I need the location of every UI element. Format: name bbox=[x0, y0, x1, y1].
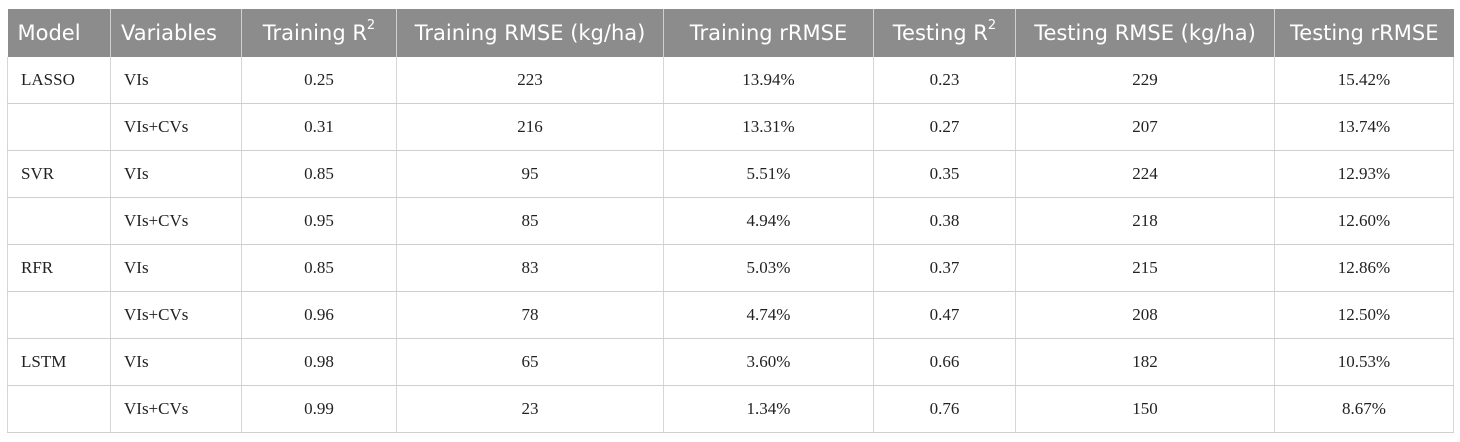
cell-training-r2: 0.95 bbox=[241, 197, 397, 245]
cell-training-rmse: 78 bbox=[396, 291, 664, 339]
table-row: RFR VIs 0.85 83 5.03% 0.37 215 12.86% bbox=[7, 244, 1454, 292]
table-row: VIs+CVs 0.95 85 4.94% 0.38 218 12.60% bbox=[7, 197, 1454, 245]
cell-training-r2: 0.96 bbox=[241, 291, 397, 339]
cell-training-rmse: 65 bbox=[396, 338, 664, 386]
header-training-rmse: Training RMSE (kg/ha) bbox=[396, 9, 664, 57]
cell-testing-rmse: 224 bbox=[1015, 150, 1275, 198]
cell-variables: VIs+CVs bbox=[110, 291, 242, 339]
table-row: VIs+CVs 0.31 216 13.31% 0.27 207 13.74% bbox=[7, 103, 1454, 151]
cell-model: SVR bbox=[7, 150, 111, 198]
cell-training-rrmse: 4.94% bbox=[663, 197, 874, 245]
cell-training-r2: 0.25 bbox=[241, 57, 397, 104]
cell-variables: VIs+CVs bbox=[110, 103, 242, 151]
cell-variables: VIs+CVs bbox=[110, 197, 242, 245]
cell-training-rmse: 85 bbox=[396, 197, 664, 245]
cell-training-rmse: 83 bbox=[396, 244, 664, 292]
table-row: LSTM VIs 0.98 65 3.60% 0.66 182 10.53% bbox=[7, 338, 1454, 386]
cell-training-rrmse: 5.03% bbox=[663, 244, 874, 292]
table-row: VIs+CVs 0.96 78 4.74% 0.47 208 12.50% bbox=[7, 291, 1454, 339]
header-model: Model bbox=[7, 9, 111, 57]
cell-testing-r2: 0.37 bbox=[873, 244, 1016, 292]
model-performance-table: Model Variables Training R2 Training RMS… bbox=[7, 9, 1454, 433]
cell-training-rmse: 95 bbox=[396, 150, 664, 198]
cell-testing-rrmse: 13.74% bbox=[1274, 103, 1454, 151]
table-row: SVR VIs 0.85 95 5.51% 0.35 224 12.93% bbox=[7, 150, 1454, 198]
cell-testing-r2: 0.35 bbox=[873, 150, 1016, 198]
cell-testing-r2: 0.27 bbox=[873, 103, 1016, 151]
header-training-r2: Training R2 bbox=[241, 9, 397, 57]
header-testing-r2-superscript: 2 bbox=[987, 18, 997, 33]
cell-variables: VIs bbox=[110, 338, 242, 386]
header-testing-rrmse: Testing rRMSE bbox=[1274, 9, 1454, 57]
cell-testing-rrmse: 10.53% bbox=[1274, 338, 1454, 386]
cell-training-rrmse: 13.94% bbox=[663, 57, 874, 104]
cell-model bbox=[7, 291, 111, 339]
cell-testing-r2: 0.76 bbox=[873, 385, 1016, 433]
cell-testing-rmse: 207 bbox=[1015, 103, 1275, 151]
cell-testing-rmse: 182 bbox=[1015, 338, 1275, 386]
cell-testing-rrmse: 12.93% bbox=[1274, 150, 1454, 198]
cell-testing-r2: 0.47 bbox=[873, 291, 1016, 339]
cell-model: LSTM bbox=[7, 338, 111, 386]
cell-variables: VIs+CVs bbox=[110, 385, 242, 433]
cell-model bbox=[7, 385, 111, 433]
cell-testing-r2: 0.66 bbox=[873, 338, 1016, 386]
cell-training-r2: 0.85 bbox=[241, 244, 397, 292]
cell-variables: VIs bbox=[110, 244, 242, 292]
cell-training-rrmse: 1.34% bbox=[663, 385, 874, 433]
cell-training-r2: 0.99 bbox=[241, 385, 397, 433]
cell-model: RFR bbox=[7, 244, 111, 292]
cell-testing-rrmse: 15.42% bbox=[1274, 57, 1454, 104]
cell-testing-rmse: 229 bbox=[1015, 57, 1275, 104]
cell-training-r2: 0.85 bbox=[241, 150, 397, 198]
cell-testing-rmse: 150 bbox=[1015, 385, 1275, 433]
cell-testing-rrmse: 12.86% bbox=[1274, 244, 1454, 292]
header-testing-r2: Testing R2 bbox=[873, 9, 1016, 57]
table-row: VIs+CVs 0.99 23 1.34% 0.76 150 8.67% bbox=[7, 385, 1454, 433]
cell-training-r2: 0.31 bbox=[241, 103, 397, 151]
cell-testing-rrmse: 12.60% bbox=[1274, 197, 1454, 245]
cell-testing-rmse: 215 bbox=[1015, 244, 1275, 292]
cell-variables: VIs bbox=[110, 150, 242, 198]
cell-testing-rrmse: 12.50% bbox=[1274, 291, 1454, 339]
cell-testing-r2: 0.23 bbox=[873, 57, 1016, 104]
header-training-rrmse: Training rRMSE bbox=[663, 9, 874, 57]
cell-testing-rmse: 218 bbox=[1015, 197, 1275, 245]
cell-testing-rrmse: 8.67% bbox=[1274, 385, 1454, 433]
header-training-r2-superscript: 2 bbox=[366, 18, 376, 33]
header-variables: Variables bbox=[110, 9, 242, 57]
table-row: LASSO VIs 0.25 223 13.94% 0.23 229 15.42% bbox=[7, 57, 1454, 104]
cell-training-r2: 0.98 bbox=[241, 338, 397, 386]
cell-training-rrmse: 13.31% bbox=[663, 103, 874, 151]
cell-model bbox=[7, 197, 111, 245]
header-testing-rmse: Testing RMSE (kg/ha) bbox=[1015, 9, 1275, 57]
cell-training-rrmse: 3.60% bbox=[663, 338, 874, 386]
cell-model bbox=[7, 103, 111, 151]
results-table-container: Model Variables Training R2 Training RMS… bbox=[7, 9, 1454, 433]
cell-training-rrmse: 5.51% bbox=[663, 150, 874, 198]
cell-training-rmse: 223 bbox=[396, 57, 664, 104]
cell-training-rmse: 23 bbox=[396, 385, 664, 433]
cell-testing-r2: 0.38 bbox=[873, 197, 1016, 245]
header-row: Model Variables Training R2 Training RMS… bbox=[7, 9, 1454, 57]
table-body: LASSO VIs 0.25 223 13.94% 0.23 229 15.42% VIs+CV… bbox=[7, 57, 1454, 433]
cell-training-rmse: 216 bbox=[396, 103, 664, 151]
cell-training-rrmse: 4.74% bbox=[663, 291, 874, 339]
table-header: Model Variables Training R2 Training RMS… bbox=[7, 9, 1454, 57]
cell-variables: VIs bbox=[110, 57, 242, 104]
cell-model: LASSO bbox=[7, 57, 111, 104]
cell-testing-rmse: 208 bbox=[1015, 291, 1275, 339]
